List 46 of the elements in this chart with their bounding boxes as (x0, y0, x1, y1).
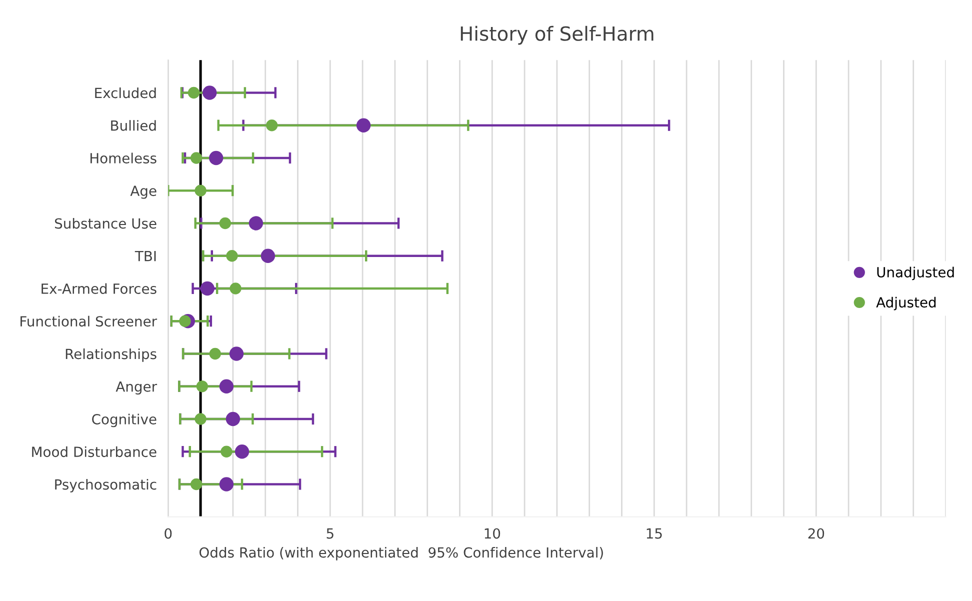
y-tick-label: Ex-Armed Forces (42, 283, 156, 294)
point (209, 150, 224, 166)
y-tick-label: Anger (116, 382, 158, 395)
y-tick-label: Age (130, 186, 156, 199)
y-tick-label: Functional Screener (20, 316, 158, 327)
y-tick-label: Excluded (95, 87, 156, 98)
point (179, 315, 191, 327)
y-tick-label: TBI (134, 251, 156, 262)
x-tick-label: 0 (164, 528, 172, 539)
point (260, 248, 276, 263)
point (248, 216, 264, 230)
point (266, 120, 278, 132)
point (194, 413, 206, 425)
point (226, 250, 238, 262)
x-tick-label: 20 (808, 528, 824, 539)
point (196, 380, 208, 392)
y-tick-label: Cognitive (92, 414, 156, 428)
y-tick-label: Mood Disturbance (32, 446, 156, 458)
point (190, 152, 202, 164)
chart-title: History of Self-Harm (460, 26, 654, 45)
point (230, 282, 242, 294)
y-tick-label: Psychosomatic (55, 478, 156, 492)
point (356, 118, 371, 132)
point (219, 217, 232, 230)
y-tick-label: Substance Use (54, 218, 156, 229)
point (209, 348, 221, 360)
x-axis-title: Odds Ratio (with exponentiated 95% Confidence Interval) (200, 546, 603, 560)
point (234, 444, 250, 459)
legend-label: Unadjusted (877, 266, 954, 280)
x-tick-label: 15 (646, 528, 662, 539)
point (220, 446, 232, 458)
point (190, 478, 202, 490)
legend-label: Adjusted (876, 296, 936, 310)
y-tick-label: Homeless (90, 152, 156, 164)
x-tick-label: 5 (326, 528, 334, 539)
point (188, 86, 200, 99)
x-tick-label: 10 (484, 528, 500, 539)
point (219, 379, 234, 394)
point (194, 184, 206, 196)
point (202, 86, 217, 100)
point (226, 412, 240, 426)
point (219, 477, 234, 492)
point (200, 281, 214, 296)
point (229, 346, 244, 361)
y-tick-label: Bullied (111, 120, 156, 131)
y-tick-label: Relationships (66, 348, 156, 362)
